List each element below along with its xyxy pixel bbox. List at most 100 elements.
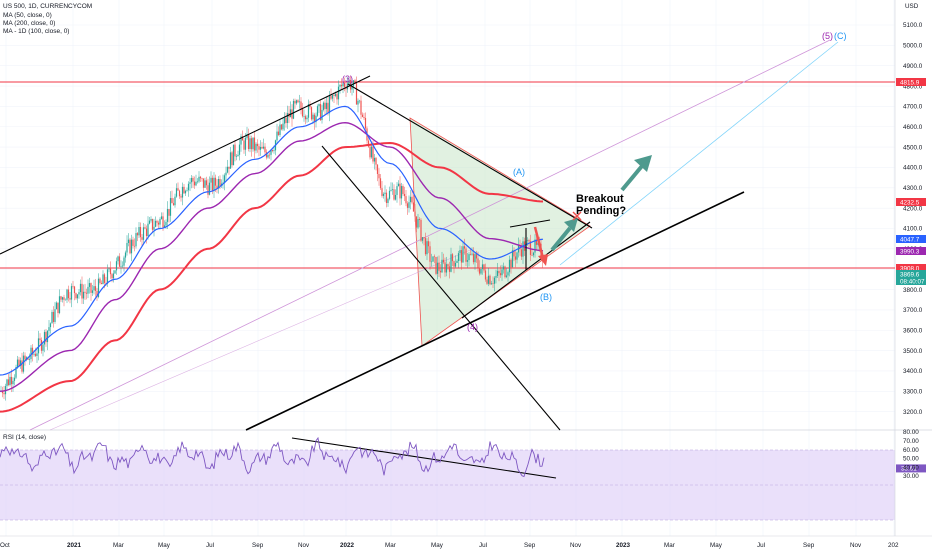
candle bbox=[397, 183, 400, 187]
time-tick-label: Mar bbox=[113, 542, 124, 549]
candle bbox=[247, 134, 250, 149]
candle bbox=[283, 117, 286, 124]
candle bbox=[126, 242, 128, 253]
price-tag-label: 3869.6 bbox=[900, 271, 920, 278]
candle bbox=[387, 198, 389, 203]
candle bbox=[229, 152, 232, 169]
candle bbox=[412, 202, 415, 212]
candle bbox=[88, 283, 91, 287]
price-tick-label: 3200.0 bbox=[903, 409, 923, 416]
candle bbox=[235, 156, 238, 157]
candle bbox=[21, 360, 23, 372]
rsi-tick-label: 60.00 bbox=[903, 447, 919, 454]
candle bbox=[198, 176, 200, 182]
candle bbox=[339, 84, 341, 87]
rsi-legend: RSI (14, close) bbox=[3, 434, 46, 441]
candle bbox=[78, 292, 80, 295]
candle bbox=[111, 274, 113, 279]
candle bbox=[520, 249, 523, 257]
candle bbox=[523, 241, 526, 251]
candle bbox=[279, 124, 281, 135]
candle bbox=[240, 136, 242, 145]
ma50-legend: MA (50, close, 0) bbox=[3, 12, 52, 19]
candle bbox=[30, 347, 32, 360]
candle bbox=[370, 146, 373, 158]
candle bbox=[277, 131, 280, 135]
candle bbox=[442, 259, 445, 263]
candle bbox=[129, 239, 131, 254]
candle bbox=[34, 353, 37, 356]
candle bbox=[69, 298, 71, 300]
candle bbox=[492, 283, 494, 284]
time-tick-label: Nov bbox=[850, 542, 862, 549]
candle bbox=[268, 154, 271, 156]
candle bbox=[154, 220, 157, 227]
candle bbox=[132, 239, 134, 246]
candle bbox=[31, 347, 34, 355]
candle bbox=[421, 237, 424, 241]
candles bbox=[0, 76, 545, 401]
candle bbox=[6, 379, 8, 387]
candle bbox=[348, 79, 350, 84]
candle bbox=[9, 376, 11, 386]
candle bbox=[208, 182, 211, 195]
candle bbox=[405, 196, 407, 204]
rsi-tick-label: 30.00 bbox=[903, 473, 919, 480]
time-tick-label: Nov bbox=[298, 542, 310, 549]
candle bbox=[457, 253, 460, 262]
candle bbox=[384, 192, 386, 194]
candle bbox=[157, 222, 160, 225]
time-tick-label: Sep bbox=[803, 542, 815, 549]
lower-trend-line bbox=[245, 191, 745, 431]
candle bbox=[379, 178, 382, 189]
rsi-tick-label: 70.00 bbox=[903, 438, 919, 445]
candle bbox=[127, 239, 130, 243]
price-tags: 4815.9 4232.5 4047.7 3990.3 3908.03869.608:4… bbox=[896, 78, 926, 473]
candle bbox=[219, 178, 221, 186]
candle bbox=[472, 253, 475, 263]
candle bbox=[81, 283, 83, 299]
time-tick-label: Nov bbox=[570, 542, 582, 549]
candle bbox=[22, 355, 25, 372]
candle bbox=[160, 216, 163, 219]
triangle-pattern bbox=[409, 117, 591, 347]
candle bbox=[96, 290, 98, 298]
candle bbox=[309, 104, 311, 108]
candle bbox=[502, 266, 505, 270]
time-tick-label: May bbox=[710, 542, 723, 549]
candle bbox=[183, 186, 185, 194]
projection-line-3 bbox=[49, 249, 471, 431]
candle bbox=[427, 241, 430, 247]
candle bbox=[241, 136, 244, 141]
candle bbox=[394, 194, 397, 200]
candle bbox=[192, 177, 194, 182]
candle bbox=[273, 150, 275, 152]
candle bbox=[322, 102, 325, 110]
candle bbox=[255, 143, 257, 151]
candle bbox=[270, 150, 272, 155]
candle bbox=[165, 221, 167, 226]
price-tick-label: 4600.0 bbox=[903, 124, 923, 131]
time-tick-label: 2023 bbox=[616, 542, 631, 549]
candle bbox=[159, 218, 161, 225]
candle bbox=[304, 116, 307, 120]
time-tick-label: Oct bbox=[0, 542, 10, 549]
candle bbox=[123, 257, 125, 266]
candle bbox=[87, 286, 89, 294]
candle bbox=[300, 101, 302, 109]
candle bbox=[162, 216, 164, 228]
candle bbox=[37, 338, 40, 354]
upper-channel-line bbox=[0, 75, 371, 255]
annotation-pending: Pending? bbox=[576, 205, 626, 217]
candle bbox=[444, 262, 446, 273]
candle bbox=[109, 268, 112, 275]
candle bbox=[286, 113, 289, 124]
candle bbox=[90, 283, 92, 293]
candle bbox=[388, 190, 391, 199]
candle bbox=[459, 250, 461, 254]
candle bbox=[117, 256, 119, 262]
candle bbox=[381, 188, 383, 196]
candle bbox=[460, 250, 463, 263]
candle bbox=[261, 146, 263, 149]
